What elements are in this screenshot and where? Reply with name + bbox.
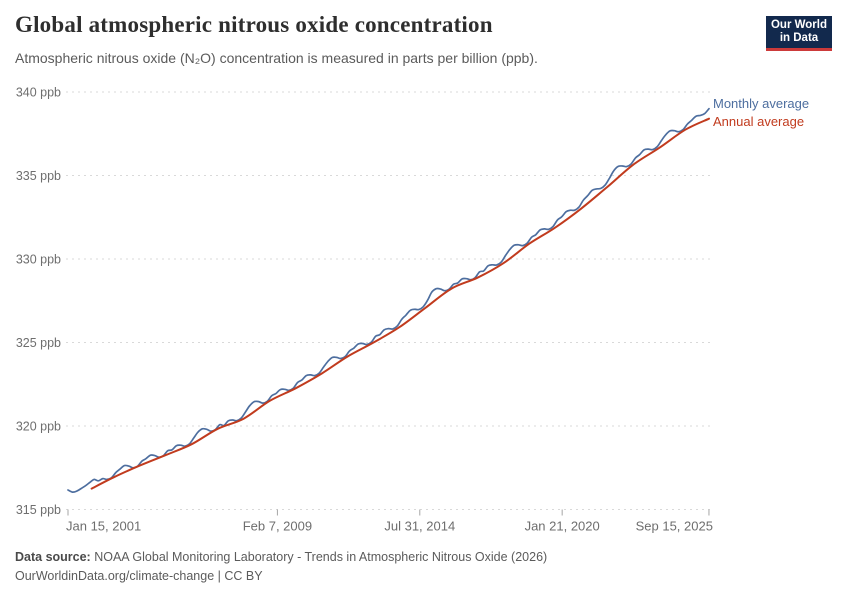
page-title: Global atmospheric nitrous oxide concent… — [15, 12, 493, 37]
chart-footer: Data source: NOAA Global Monitoring Labo… — [15, 548, 547, 586]
x-axis-tick-label: Jul 31, 2014 — [384, 519, 455, 534]
y-axis-tick-label: 325 ppb — [16, 336, 61, 350]
gridlines — [66, 91, 712, 510]
x-axis: Jan 15, 2001 Feb 7, 2009 Jul 31, 2014 Jan 2… — [66, 509, 713, 534]
y-axis-tick-label: 335 ppb — [16, 169, 61, 183]
owid-logo-line2: in Data — [779, 32, 819, 44]
y-axis-tick-label: 330 ppb — [16, 253, 61, 267]
x-axis-tick-label: Jan 15, 2001 — [66, 519, 141, 534]
annual-average-line[interactable] — [90, 117, 710, 490]
y-axis-tick-label: 340 ppb — [16, 86, 61, 100]
owid-logo[interactable]: Our World in Data — [766, 16, 832, 51]
owid-logo-line1: Our World — [770, 19, 827, 31]
monthly-average-line[interactable] — [67, 107, 710, 493]
data-source-label: Data source: — [15, 550, 91, 564]
data-source-line: Data source: NOAA Global Monitoring Labo… — [15, 548, 547, 567]
legend-item-annual-average[interactable]: Annual average — [713, 114, 805, 129]
y-axis-tick-label: 315 ppb — [16, 503, 61, 517]
x-axis-tick-label: Sep 15, 2025 — [636, 519, 713, 534]
page-subtitle: Atmospheric nitrous oxide (N₂O) concentr… — [15, 50, 538, 66]
legend-item-monthly-average[interactable]: Monthly average — [713, 96, 810, 111]
x-axis-tick-label: Feb 7, 2009 — [243, 519, 312, 534]
data-source-text: NOAA Global Monitoring Laboratory - Tren… — [90, 550, 548, 564]
y-axis-tick-label: 320 ppb — [16, 420, 61, 434]
x-axis-tick-label: Jan 21, 2020 — [525, 519, 600, 534]
y-axis-labels: 315 ppb 320 ppb 325 ppb 330 ppb 335 ppb 340 p… — [16, 86, 61, 518]
attribution-line[interactable]: OurWorldinData.org/climate-change | CC B… — [15, 569, 263, 583]
